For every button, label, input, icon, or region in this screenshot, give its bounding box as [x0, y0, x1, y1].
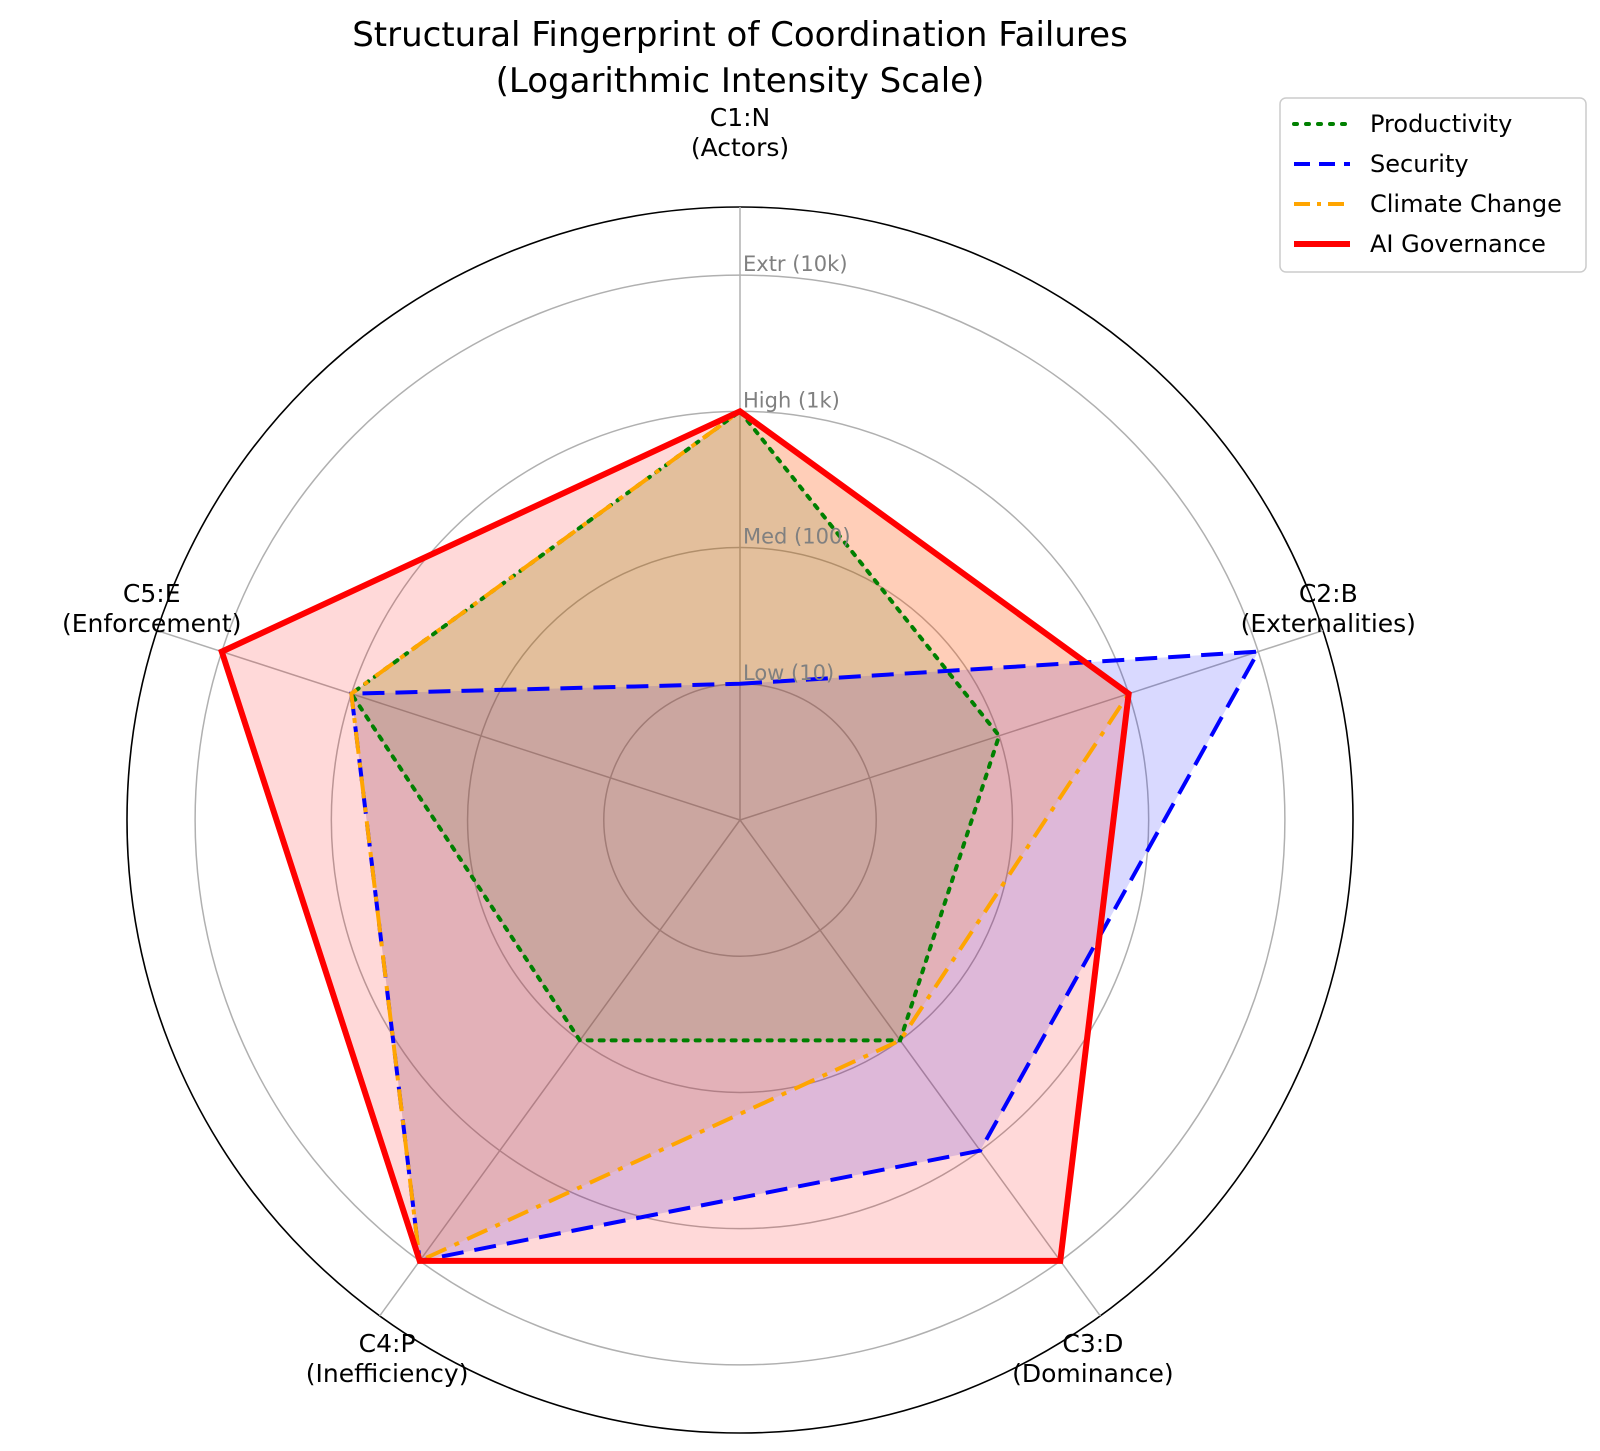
- series-fill-ai-governance: [221, 411, 1129, 1261]
- series-lines: [218, 407, 1262, 1264]
- axis-label-description: (Dominance): [1012, 1359, 1174, 1388]
- axis-labels: C1:N(Actors) C2:B(Externalities) C3:D(Domi…: [62, 103, 1416, 1388]
- axis-label-description: (Externalities): [1241, 609, 1416, 638]
- legend-label-climate-change: Climate Change: [1370, 190, 1562, 218]
- axis-label-c5-e: C5:E(Enforcement): [62, 579, 241, 638]
- chart-subtitle-line: (Logarithmic Intensity Scale): [496, 61, 985, 101]
- series-line-ai-governance: [218, 407, 1132, 1264]
- axis-label-c1-n: C1:N(Actors): [691, 103, 789, 162]
- legend-label-ai-governance: AI Governance: [1370, 230, 1546, 258]
- axis-label-code: C3:D: [1062, 1329, 1123, 1358]
- spoke-c3-d: [739, 819, 1101, 1317]
- legend-label-security: Security: [1370, 150, 1469, 178]
- axis-label-c3-d: C3:D(Dominance): [1012, 1329, 1174, 1388]
- axis-label-description: (Enforcement): [62, 609, 241, 638]
- series-line-security: [349, 649, 1262, 1264]
- ring-label: Low (10): [743, 661, 834, 685]
- axis-label-c4-p: C4:P(Inefficiency): [306, 1329, 469, 1388]
- series-fill-productivity: [351, 411, 1000, 1041]
- axis-label-c2-b: C2:B(Externalities): [1241, 579, 1416, 638]
- series-fill-security: [351, 651, 1259, 1261]
- axis-label-code: C2:B: [1299, 579, 1358, 608]
- axis-label-code: C4:P: [359, 1329, 416, 1358]
- axis-label-code: C1:N: [710, 103, 771, 132]
- axis-label-description: (Actors): [691, 133, 789, 162]
- spoke-c2-b: [739, 629, 1324, 821]
- spoke-c4-p: [379, 819, 741, 1317]
- series-line-climate-change: [349, 408, 1132, 1264]
- chart-title: Structural Fingerprint of Coordination F…: [352, 15, 1128, 101]
- axis-label-description: (Inefficiency): [306, 1359, 469, 1388]
- chart-title-line: Structural Fingerprint of Coordination F…: [352, 15, 1128, 55]
- axis-label-code: C5:E: [123, 579, 181, 608]
- ring-labels: Low (10) Med (100) High (1k) Extr (10k): [743, 252, 851, 685]
- spoke-c5-e: [156, 629, 741, 821]
- legend: Productivity Security Climate Change AI Gov…: [1279, 97, 1587, 273]
- legend-box: [1279, 97, 1587, 273]
- ring-label: Med (100): [743, 525, 851, 549]
- ring-label: Extr (10k): [743, 252, 848, 276]
- series-fill-climate-change: [351, 411, 1129, 1261]
- radar-grid: [126, 206, 1354, 1434]
- ring-label: High (1k): [743, 388, 840, 412]
- legend-label-productivity: Productivity: [1370, 110, 1512, 138]
